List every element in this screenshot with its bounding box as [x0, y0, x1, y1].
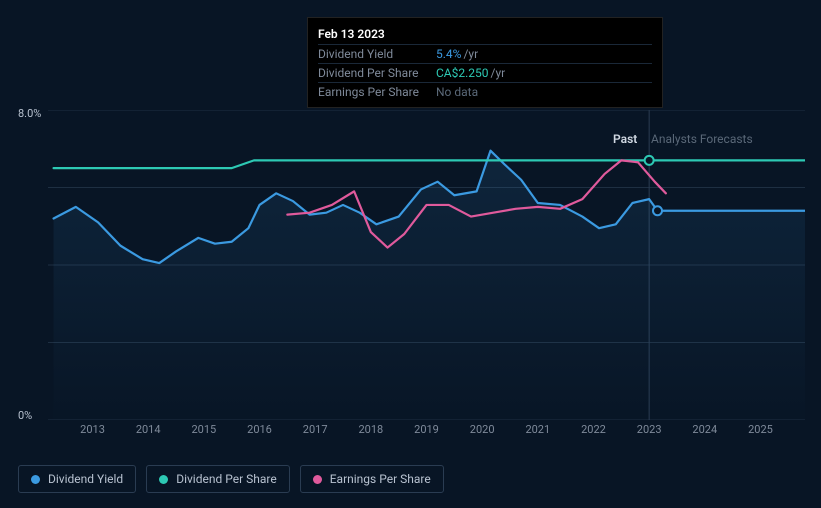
tooltip-row-value: 5.4%: [436, 47, 461, 61]
x-tick: 2025: [748, 423, 773, 436]
x-tick: 2013: [80, 423, 105, 436]
x-axis: 2013 2014 2015 2016 2017 2018 2019 2020 2021 2022…: [48, 423, 805, 443]
x-tick: 2020: [470, 423, 495, 436]
legend-label: Dividend Per Share: [176, 472, 277, 486]
legend-dot-icon: [31, 475, 40, 484]
tooltip-row: Dividend Per ShareCA$2.250 /yr: [318, 63, 652, 82]
x-tick: 2018: [358, 423, 383, 436]
legend-dot-icon: [313, 475, 322, 484]
legend-label: Dividend Yield: [48, 472, 123, 486]
x-tick: 2017: [303, 423, 328, 436]
tooltip-row-suffix: /yr: [491, 66, 506, 80]
tooltip-row-value: No data: [436, 85, 478, 99]
x-tick: 2022: [581, 423, 606, 436]
tooltip-row-label: Earnings Per Share: [318, 85, 436, 99]
x-tick: 2023: [637, 423, 662, 436]
tooltip-row-label: Dividend Yield: [318, 47, 436, 61]
x-tick: 2015: [191, 423, 216, 436]
legend-item[interactable]: Dividend Per Share: [146, 465, 290, 493]
legend-dot-icon: [159, 475, 168, 484]
legend-item[interactable]: Dividend Yield: [18, 465, 136, 493]
legend-label: Earnings Per Share: [330, 472, 431, 486]
x-tick: 2014: [136, 423, 161, 436]
legend: Dividend Yield Dividend Per Share Earnings…: [18, 465, 444, 493]
tooltip-row-suffix: /yr: [463, 47, 478, 61]
y-axis-label-bottom: 0%: [18, 409, 32, 422]
tooltip-row-label: Dividend Per Share: [318, 66, 436, 80]
chart-tooltip: Feb 13 2023 Dividend Yield5.4% /yrDivide…: [307, 17, 663, 108]
tooltip-row-value: CA$2.250: [436, 66, 489, 80]
tooltip-row: Dividend Yield5.4% /yr: [318, 44, 652, 63]
tooltip-row: Earnings Per ShareNo data: [318, 82, 652, 101]
y-axis-label-top: 8.0%: [18, 107, 41, 120]
x-tick: 2016: [247, 423, 272, 436]
legend-item[interactable]: Earnings Per Share: [300, 465, 444, 493]
line-chart[interactable]: [48, 110, 805, 420]
x-tick: 2019: [414, 423, 439, 436]
x-tick: 2021: [525, 423, 550, 436]
x-tick: 2024: [692, 423, 717, 436]
tooltip-date: Feb 13 2023: [318, 24, 652, 44]
